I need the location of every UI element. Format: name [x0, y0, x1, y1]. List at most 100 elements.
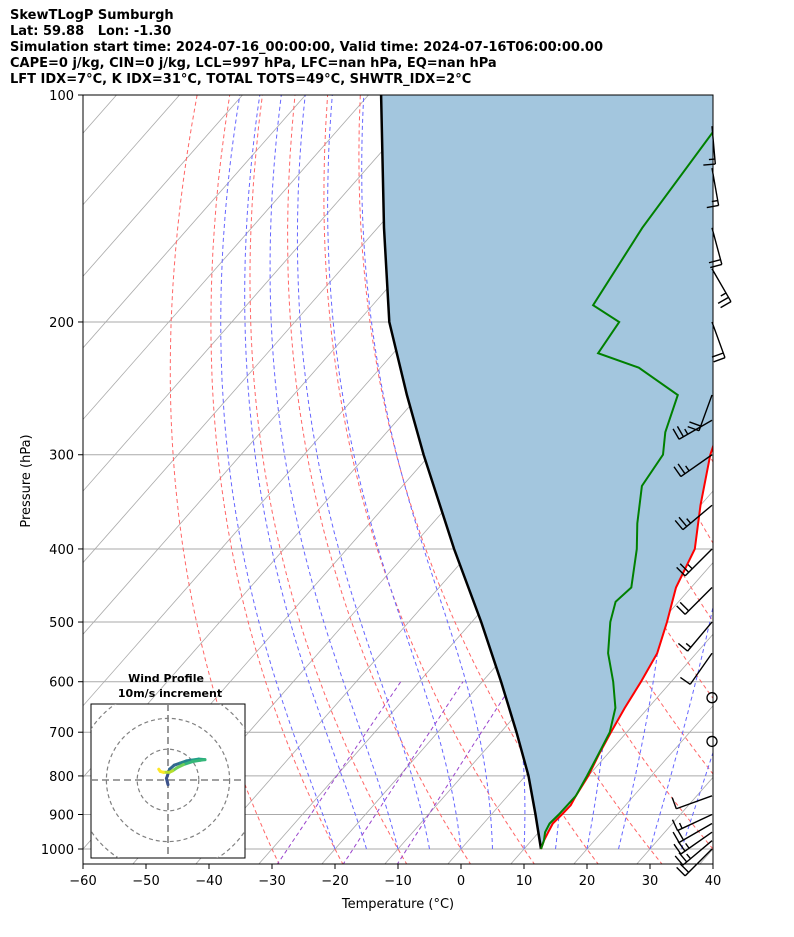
- barb-shaft: [711, 167, 720, 206]
- wind-profile-inset: [90, 703, 246, 859]
- profiles: [379, 95, 713, 850]
- barb-shaft: [680, 831, 713, 855]
- dry-adiabat: [169, 95, 280, 864]
- isotherm-line: [573, 705, 713, 864]
- title-indices: LFT IDX=7°C, K IDX=31°C, TOTAL TOTS=49°C…: [10, 72, 472, 87]
- barb-flag: [676, 829, 685, 841]
- hodograph-segment: [157, 767, 162, 773]
- isotherm-line: [762, 95, 794, 865]
- x-tick-label: 20: [579, 874, 596, 889]
- barb-flag: [679, 563, 690, 573]
- barb-shaft: [677, 813, 713, 832]
- wind-barb: [703, 126, 717, 166]
- moist-adiabat: [220, 95, 336, 850]
- isotherm-line: [83, 95, 495, 564]
- dry-adiabat: [752, 95, 794, 865]
- wind-barb: [706, 735, 718, 748]
- moist-adiabat: [361, 95, 493, 850]
- moist-adiabat: [244, 95, 367, 850]
- barb-half-flag: [720, 292, 727, 297]
- title-cape: CAPE=0 j/kg, CIN=0 j/kg, LCL=997 hPa, LF…: [10, 56, 497, 71]
- barb-flag: [720, 301, 732, 309]
- moist-adiabat: [327, 95, 462, 850]
- mixing-ratio-line: [276, 681, 402, 864]
- barb-flag: [678, 516, 688, 527]
- barb-shaft: [682, 840, 713, 866]
- barb-flag: [676, 866, 686, 877]
- barb-shaft: [676, 795, 713, 810]
- y-tick-label: 400: [49, 543, 74, 558]
- barb-flag: [674, 520, 684, 531]
- barb-flag: [677, 463, 686, 475]
- isotherm-line: [510, 633, 713, 864]
- wind-barb: [687, 394, 713, 432]
- y-tick-label: 300: [49, 449, 74, 464]
- barb-shaft: [682, 504, 713, 531]
- isotherm-line: [83, 95, 369, 421]
- barb-half-flag: [687, 564, 693, 570]
- moist-adiabat: [269, 95, 399, 850]
- x-tick-label: 10: [516, 874, 533, 889]
- y-tick-label: 700: [49, 726, 74, 741]
- x-tick-label: −40: [195, 874, 222, 889]
- barb-flag: [677, 840, 686, 852]
- wind-barb: [679, 652, 713, 685]
- wind-barb: [676, 548, 713, 577]
- inset-range-ring: [136, 748, 200, 812]
- dry-adiabat: [249, 95, 408, 864]
- isotherm-line: [83, 95, 243, 277]
- barb-half-flag: [685, 642, 692, 648]
- parcel-profile-line: [379, 95, 543, 850]
- isotherm-line: [83, 95, 432, 492]
- barb-shaft: [680, 454, 713, 478]
- barb-flag: [713, 357, 726, 363]
- dewpoint-profile-line: [540, 130, 713, 850]
- x-tick-label: 40: [705, 874, 722, 889]
- barb-flag: [671, 819, 679, 831]
- x-tick-label: 30: [642, 874, 659, 889]
- barb-shaft: [678, 822, 713, 844]
- barb-half-flag: [708, 158, 715, 161]
- wind-barb: [706, 167, 720, 209]
- barb-flag: [672, 428, 680, 440]
- isotherm-line: [384, 490, 713, 864]
- barb-half-flag: [685, 465, 690, 472]
- barb-half-flag: [684, 428, 689, 435]
- barb-flag: [687, 425, 700, 432]
- barb-half-flag: [686, 853, 692, 860]
- x-tick-label: −30: [258, 874, 285, 889]
- y-tick-label: 500: [49, 616, 74, 631]
- wind-barb: [673, 454, 713, 478]
- x-tick-label: −60: [69, 874, 96, 889]
- dry-adiabat: [210, 95, 344, 864]
- barb-half-flag: [711, 199, 718, 203]
- barb-shaft: [687, 621, 713, 652]
- barb-flag: [673, 466, 682, 477]
- barb-shaft: [684, 548, 713, 577]
- moist-adiabat: [296, 95, 430, 850]
- inset-subtitle: 10m/s increment: [118, 687, 222, 700]
- x-axis-label: Temperature (°C): [341, 897, 454, 912]
- barb-flag: [706, 204, 719, 209]
- wind-barb: [672, 822, 713, 844]
- y-tick-label: 900: [49, 808, 74, 823]
- wind-barb: [708, 227, 723, 269]
- y-tick-label: 100: [49, 89, 74, 104]
- temperature-profile-line: [540, 443, 713, 850]
- barb-flag: [673, 843, 682, 855]
- cape-cin-area: [381, 95, 713, 849]
- x-tick-label: −10: [384, 874, 411, 889]
- inset-rings: [91, 704, 245, 858]
- wind-barb: [673, 831, 713, 855]
- barb-flag: [679, 676, 691, 685]
- y-tick-label: 600: [49, 676, 74, 691]
- barb-shaft: [711, 321, 726, 358]
- barb-flag: [710, 263, 723, 269]
- moist-adiabat: [712, 847, 713, 849]
- x-tick-label: −50: [132, 874, 159, 889]
- barb-half-flag: [685, 842, 690, 849]
- dry-adiabat: [785, 95, 794, 865]
- wind-barb: [711, 321, 726, 363]
- x-tick-label: 0: [457, 874, 465, 889]
- barb-shaft: [711, 126, 717, 165]
